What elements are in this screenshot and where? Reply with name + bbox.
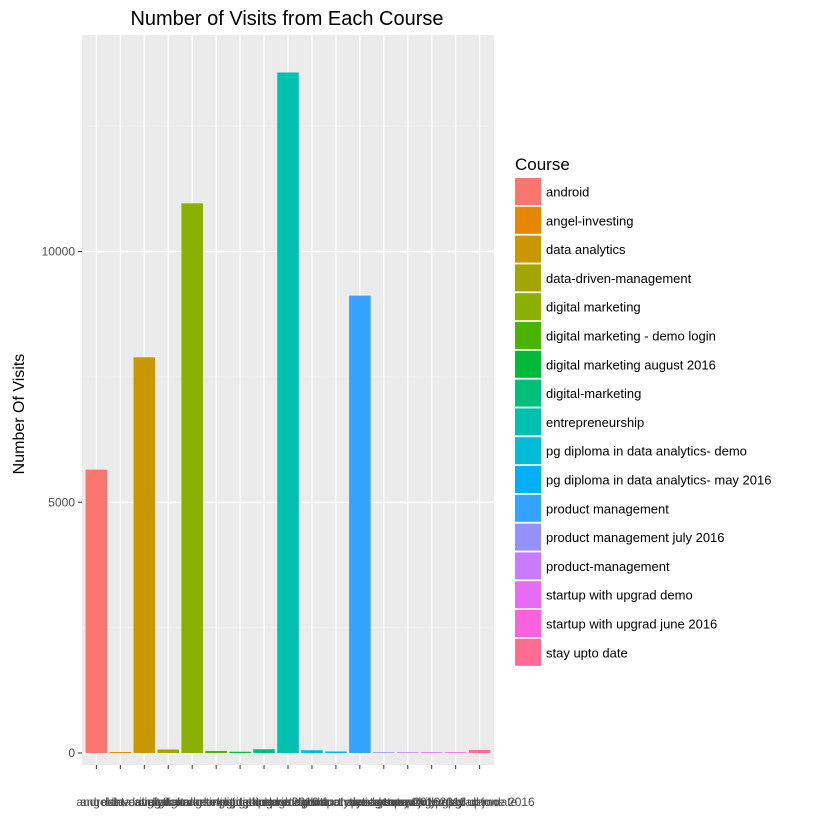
x-tick-label: angel-investing: [80, 795, 161, 809]
legend-label: pg diploma in data analytics- demo: [546, 444, 747, 459]
legend: android angel-investing data analytics data…: [515, 178, 771, 666]
bar: [373, 752, 395, 753]
legend-key: [515, 322, 541, 349]
legend-label: entrepreneurship: [546, 415, 644, 430]
x-tick-label: digital marketing: [148, 795, 235, 809]
legend-key: [515, 408, 541, 436]
legend-key: [515, 552, 541, 580]
legend-label: digital-marketing: [546, 386, 641, 401]
legend-label: android: [546, 185, 589, 200]
bar: [444, 752, 467, 753]
bar: [205, 750, 227, 753]
bar: [277, 72, 299, 754]
bar: [181, 203, 203, 753]
x-tick-label: pg diploma in data analytics- may 2016: [232, 795, 440, 809]
y-tick-label: 10000: [42, 245, 76, 259]
x-tick-label: stay upto date: [442, 795, 518, 809]
legend-key: [515, 523, 541, 551]
bar: [396, 752, 419, 753]
bar: [349, 295, 371, 753]
legend-key: [515, 466, 541, 493]
legend-label: data analytics: [546, 242, 626, 257]
legend-label: digital marketing august 2016: [546, 357, 716, 372]
y-tick-label: 5000: [48, 495, 75, 509]
legend-title: Course: [515, 155, 570, 174]
legend-label: product-management: [546, 559, 670, 574]
legend-key: [515, 350, 541, 378]
bar: [133, 357, 156, 753]
bar: [253, 749, 275, 753]
y-axis: 0 5000 10000: [42, 245, 82, 760]
bar: [301, 750, 323, 753]
legend-label: startup with upgrad demo: [546, 588, 693, 603]
legend-key: [515, 235, 541, 263]
legend-key: [515, 293, 541, 321]
x-tick-label: pg diploma in data analytics- demo: [219, 795, 405, 809]
x-tick-label: product-management: [351, 795, 466, 809]
legend-key: [515, 638, 541, 666]
legend-label: angel-investing: [546, 213, 633, 228]
legend-label: product management: [546, 501, 669, 516]
legend-key: [515, 610, 541, 637]
legend-key: [515, 178, 541, 205]
x-tick-label: android: [76, 795, 116, 809]
bar: [157, 749, 180, 753]
legend-key: [515, 581, 541, 609]
x-tick-label: data-driven-management: [101, 795, 236, 809]
bar: [468, 749, 491, 753]
legend-key: [515, 437, 541, 465]
legend-label: stay upto date: [546, 645, 628, 660]
legend-key: [515, 264, 541, 292]
x-tick-label: product management july 2016: [301, 795, 466, 809]
x-tick-label: digital-marketing: [220, 795, 308, 809]
bar: [325, 751, 347, 753]
legend-label: pg diploma in data analytics- may 2016: [546, 473, 771, 488]
chart-title: Number of Visits from Each Course: [130, 8, 443, 30]
x-tick-label: digital marketing august 2016: [162, 795, 319, 809]
legend-label: data-driven-management: [546, 271, 692, 286]
x-tick-label: startup with upgrad june 2016: [377, 795, 535, 809]
x-tick-label: product management: [303, 795, 417, 809]
x-tick-label: entrepreneurship: [243, 795, 334, 809]
legend-label: digital marketing - demo login: [546, 329, 716, 344]
legend-label: product management july 2016: [546, 530, 725, 545]
bar: [420, 752, 443, 753]
x-tick-label: startup with upgrad demo: [364, 795, 500, 809]
legend-key: [515, 206, 541, 234]
legend-key: [515, 379, 541, 407]
y-axis-title: Number Of Visits: [11, 354, 28, 475]
bar: [109, 751, 132, 753]
bar: [85, 469, 108, 753]
x-tick-label: data analytics: [108, 795, 181, 809]
y-tick-label: 0: [68, 746, 75, 760]
bars: [85, 72, 491, 754]
x-tick-label: digital marketing - demo login: [138, 795, 295, 809]
legend-label: startup with upgrad june 2016: [546, 617, 717, 632]
legend-key: [515, 494, 541, 522]
bar: [229, 751, 251, 753]
legend-label: digital marketing: [546, 300, 641, 315]
